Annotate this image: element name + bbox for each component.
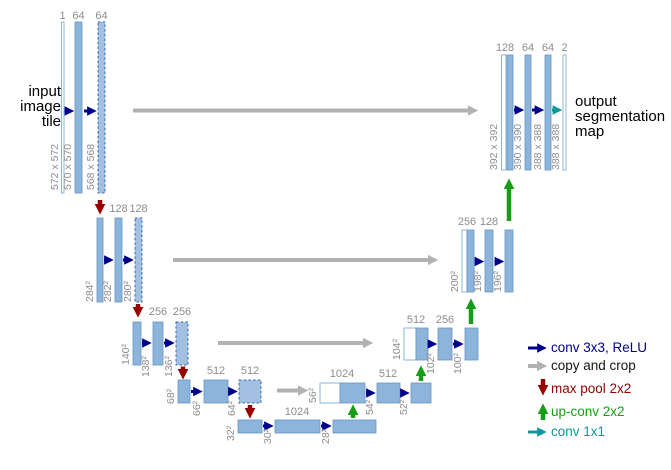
feature-size-label: 66² [191,400,203,416]
dec3-copied-map [403,327,417,361]
channel-count-label: 256 [172,306,192,318]
feature-size-label: 140² [120,343,132,365]
dec1-output-map [562,54,567,171]
feature-size-label: 390 x 390 [512,123,524,170]
channel-count-label: 128 [109,203,128,215]
bottleneck-feature-map-1 [274,419,321,434]
feature-size-label: 284² [84,280,96,302]
feature-size-label: 28² [320,428,332,444]
channel-count-label: 512 [406,314,426,326]
enc3-feature-map-1 [152,321,164,366]
feature-size-label: 136² [163,355,175,377]
dec3-feature-map-2 [464,327,479,361]
channel-count-label: 1 [59,10,66,22]
channel-count-label: 128 [495,42,515,54]
channel-count-label: 64 [72,10,85,22]
feature-size-label: 282² [102,280,114,302]
dec2-feature-map-2 [504,229,514,293]
enc1-feature-map-1 [74,21,83,194]
feature-size-label: 100² [452,352,464,374]
enc4-feature-map-0 [177,379,191,404]
feature-size-label: 568 x 568 [85,143,97,190]
feature-size-label: 138² [140,355,152,377]
feature-size-label: 104² [391,338,403,360]
legend-item-copy-crop: copy and crop [551,358,636,373]
enc3-feature-map-2-cropped [175,321,189,366]
channel-count-label: 2 [561,42,568,54]
dec4-feature-map-2 [410,382,432,404]
dec1-upconv-map [506,54,514,171]
feature-size-label: 280² [122,280,134,302]
feature-size-label: 388 x 388 [532,123,544,170]
feature-size-label: 570 x 570 [62,143,74,190]
dec1-copied-map [501,54,507,171]
channel-count-label: 256 [457,216,477,228]
feature-size-label: 102² [425,352,437,374]
dec1-feature-map-1 [524,54,532,171]
feature-size-label: 30² [262,428,274,444]
legend-item-upconv: up-conv 2x2 [551,404,625,419]
dec4-copied-map [319,382,341,404]
feature-size-label: 52² [398,399,410,415]
channel-count-label: 64 [541,42,555,54]
bottleneck-feature-map-2 [332,419,377,434]
dec2-upconv-map [466,229,475,293]
channel-count-label: 256 [148,306,168,318]
channel-count-label: 1024 [329,368,355,380]
channel-count-label: 128 [129,203,148,215]
feature-size-label: 200² [449,270,461,292]
dec1-feature-map-2 [544,54,552,171]
enc4-feature-map-2-cropped [238,379,262,404]
feature-size-label: 198² [472,270,484,292]
enc2-feature-map-0 [96,217,104,303]
dec4-feature-map-1 [376,382,401,404]
dec4-upconv-map [339,382,366,404]
feature-size-label: 392 x 392 [488,123,500,170]
channel-count-label: 256 [435,314,455,326]
enc2-feature-map-2-cropped [134,217,143,303]
legend-item-conv3x3: conv 3x3, ReLU [551,340,648,355]
channel-count-label: 512 [240,365,260,377]
feature-size-label: 572 x 572 [48,143,61,190]
feature-size-label: 56² [307,387,319,403]
feature-size-label: 388 x 388 [550,123,562,170]
feature-size-label: 68² [165,388,177,404]
output-segmentation-map-label: output segmentation map [575,93,666,140]
feature-size-label: 54² [364,399,376,415]
channel-count-label: 1024 [284,406,310,418]
dec3-feature-map-1 [437,327,453,361]
channel-count-label: 512 [378,368,398,380]
enc1-input-map [61,21,65,194]
enc2-feature-map-1 [114,217,123,303]
enc3-feature-map-0 [132,321,142,366]
feature-size-label: 196² [492,270,504,292]
enc4-feature-map-1 [203,379,229,404]
input-image-tile-label: input image tile [20,83,61,130]
legend-item-conv1x1: conv 1x1 [551,424,606,439]
dec2-feature-map-1 [484,229,494,293]
legend-item-maxpool: max pool 2x2 [551,381,632,396]
feature-size-label: 64² [226,400,238,416]
channel-count-label: 64 [521,42,535,54]
feature-size-label: 32² [225,425,237,441]
dec2-copied-map [461,229,468,293]
channel-count-label: 128 [479,216,499,228]
channel-count-label: 64 [95,10,108,22]
bottleneck-feature-map-0 [237,419,263,434]
enc1-feature-map-2-cropped [97,21,106,194]
channel-count-label: 512 [206,365,226,377]
